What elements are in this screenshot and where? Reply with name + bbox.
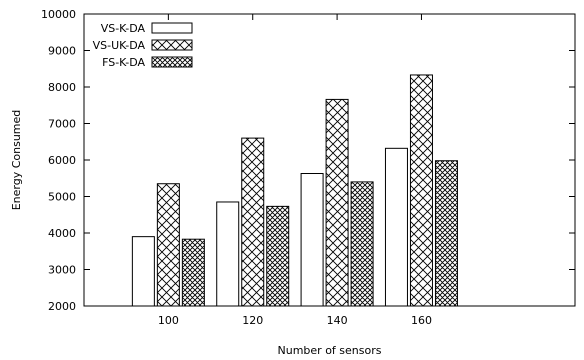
bar-series bbox=[131, 74, 458, 307]
x-tick-label: 120 bbox=[242, 314, 263, 327]
x-tick-label: 160 bbox=[411, 314, 432, 327]
bar-vs-k-da-120 bbox=[216, 201, 240, 307]
x-tick-label: 100 bbox=[158, 314, 179, 327]
bar-vs-k-da-160 bbox=[384, 147, 408, 307]
bar-vs-k-da-100 bbox=[131, 236, 155, 307]
bar-fs-k-da-160 bbox=[434, 160, 458, 307]
bar-fs-k-da-140 bbox=[350, 181, 374, 307]
y-tick-label: 8000 bbox=[48, 81, 76, 94]
y-tick-label: 6000 bbox=[48, 154, 76, 167]
y-axis-ticks: 2000 3000 4000 5000 6000 7000 8000 9000 10000 bbox=[41, 8, 575, 313]
y-axis-label: Energy Consumed bbox=[10, 110, 23, 211]
y-tick-label: 9000 bbox=[48, 45, 76, 58]
legend-label: VS-UK-DA bbox=[93, 39, 146, 52]
bar-fs-k-da-120 bbox=[266, 205, 290, 307]
x-axis-ticks: 100 120 140 160 bbox=[158, 14, 432, 327]
x-axis-label: Number of sensors bbox=[278, 344, 382, 357]
legend-swatch bbox=[151, 56, 193, 68]
y-tick-label: 5000 bbox=[48, 191, 76, 204]
y-tick-label: 10000 bbox=[41, 8, 76, 21]
legend: VS-K-DA VS-UK-DA FS-K-DA bbox=[93, 22, 193, 69]
bar-fs-k-da-100 bbox=[181, 238, 205, 307]
bar-vs-uk-da-160 bbox=[409, 74, 433, 307]
legend-label: VS-K-DA bbox=[101, 22, 146, 35]
y-tick-label: 2000 bbox=[48, 300, 76, 313]
bar-vs-uk-da-120 bbox=[241, 137, 265, 307]
x-tick-label: 140 bbox=[327, 314, 348, 327]
y-tick-label: 3000 bbox=[48, 264, 76, 277]
legend-label: FS-K-DA bbox=[102, 56, 145, 69]
plot-frame bbox=[83, 13, 576, 307]
y-tick-label: 4000 bbox=[48, 227, 76, 240]
bar-vs-k-da-140 bbox=[300, 173, 324, 307]
bar-vs-uk-da-100 bbox=[156, 183, 180, 307]
y-tick-label: 7000 bbox=[48, 118, 76, 131]
legend-swatch bbox=[151, 39, 193, 51]
bar-vs-uk-da-140 bbox=[325, 98, 349, 307]
legend-swatch bbox=[151, 22, 193, 34]
